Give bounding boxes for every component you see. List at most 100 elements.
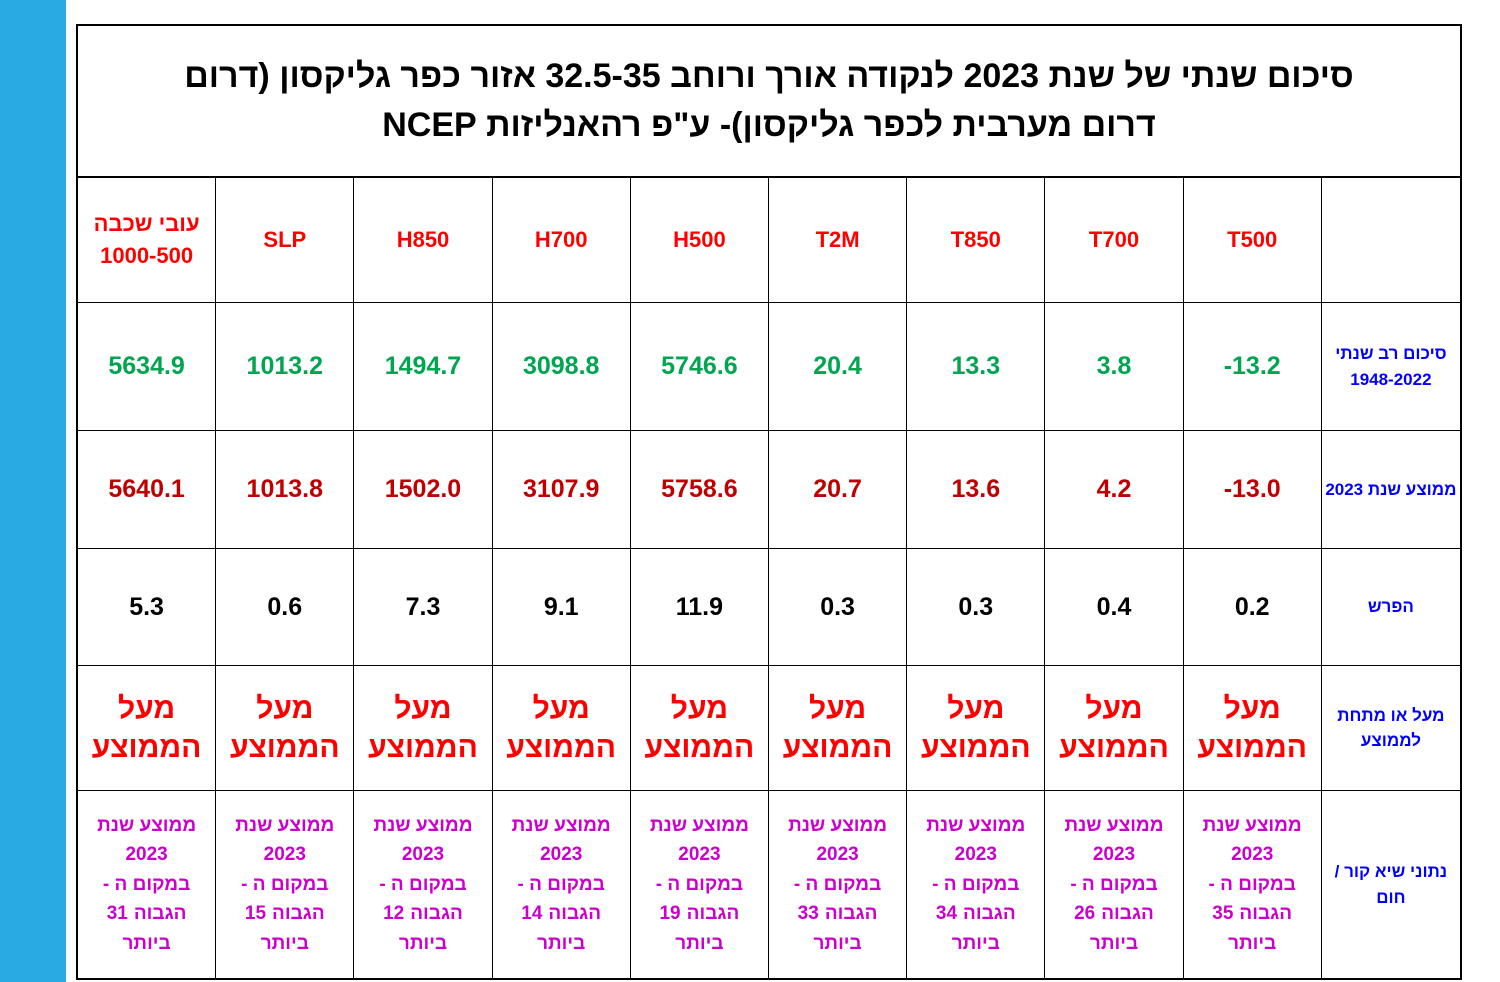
record-line3: במקום ה - <box>793 873 882 895</box>
above-average-cell: מעל הממוצע <box>492 666 631 791</box>
record-cell: ממוצע שנת 2023 במקום ה - 19 הגבוה ביותר <box>631 791 769 978</box>
record-line5: ביותר <box>1089 932 1139 954</box>
diff-cell: 9.1 <box>492 549 631 666</box>
diff-cell: 7.3 <box>354 549 493 666</box>
record-rank: 35 <box>1212 903 1234 925</box>
row-label-records: נתוני שיא קור / חום <box>1334 862 1448 907</box>
record-rank-word: הגבוה <box>686 903 740 925</box>
record-cell: ממוצע שנת 2023 במקום ה - 31 הגבוה ביותר <box>78 791 217 978</box>
column-header-slp: SLP <box>216 178 355 303</box>
multi-year-cell: 1013.2 <box>216 303 355 431</box>
record-year: 2023 <box>678 844 721 866</box>
above-average-cell: מעל הממוצע <box>354 666 493 791</box>
diff-cell: 5.3 <box>78 549 217 666</box>
column-header-t500: T500 <box>1183 178 1322 303</box>
record-line1: ממוצע שנת <box>649 814 749 836</box>
avg-2023-cell: 4.2 <box>1045 431 1184 549</box>
row-label-multi-year: סיכום רב שנתי 1948-2022 <box>1321 303 1460 431</box>
diff-cell: 0.3 <box>907 549 1046 666</box>
left-stripe <box>0 0 66 982</box>
record-line1: ממוצע שנת <box>97 814 197 836</box>
record-cell: ממוצע שנת 2023 במקום ה - 14 הגבוה ביותר <box>493 791 631 978</box>
multi-year-cell: 5634.9 <box>78 303 217 431</box>
record-rank-word: הגבוה <box>1239 903 1293 925</box>
record-line1: ממוצע שנת <box>788 814 888 836</box>
record-line1: ממוצע שנת <box>926 814 1026 836</box>
record-year: 2023 <box>540 844 583 866</box>
multi-year-cell: 5746.6 <box>630 303 769 431</box>
record-line3: במקום ה - <box>379 873 467 895</box>
record-line5: ביותר <box>537 932 586 954</box>
record-rank-word: הגבוה <box>272 903 325 925</box>
diff-cell: 0.3 <box>768 549 908 666</box>
avg-2023-cell: 13.6 <box>907 431 1046 549</box>
record-line5: ביותר <box>813 932 862 954</box>
avg-2023-cell: 20.7 <box>768 431 908 549</box>
above-average-cell: מעל הממוצע <box>78 666 217 791</box>
row-label-avg-2023: ממוצע שנת 2023 <box>1321 431 1460 549</box>
record-line1: ממוצע שנת <box>1202 814 1302 836</box>
table-grid: עובי שכבה 1000-500 SLP H850 H700 H500 T2… <box>78 178 1460 978</box>
multi-year-cell: 3098.8 <box>492 303 631 431</box>
multi-year-cell: 3.8 <box>1045 303 1184 431</box>
record-line5: ביותר <box>398 932 448 954</box>
record-rank-word: הגבוה <box>824 903 878 925</box>
record-cell: ממוצע שנת 2023 במקום ה - 35 הגבוה ביותר <box>1184 791 1322 978</box>
record-year: 2023 <box>401 844 445 866</box>
above-average-cell: מעל הממוצע <box>768 666 908 791</box>
record-cell: ממוצע שנת 2023 במקום ה - 33 הגבוה ביותר <box>769 791 908 978</box>
record-cell: ממוצע שנת 2023 במקום ה - 15 הגבוה ביותר <box>216 791 355 978</box>
record-rank: 19 <box>659 903 681 925</box>
above-average-cell: מעל הממוצע <box>1183 666 1322 791</box>
record-rank-word: הגבוה <box>1101 903 1154 925</box>
avg-2023-cell: -13.0 <box>1183 431 1322 549</box>
table-title: סיכום שנתי של שנת 2023 לנקודה אורך ורוחב… <box>78 26 1460 178</box>
record-rank: 14 <box>521 903 543 925</box>
column-header-h700: H700 <box>492 178 631 303</box>
column-header-t700: T700 <box>1045 178 1184 303</box>
record-rank-line: 35 הגבוה <box>1212 899 1292 928</box>
annual-summary-table: סיכום שנתי של שנת 2023 לנקודה אורך ורוחב… <box>76 24 1462 980</box>
avg-2023-cell: 1013.8 <box>216 431 355 549</box>
record-rank: 33 <box>797 903 819 925</box>
above-average-cell: מעל הממוצע <box>630 666 769 791</box>
record-line5: ביותר <box>675 932 724 954</box>
column-header-h500: H500 <box>630 178 769 303</box>
record-rank: 31 <box>106 903 128 925</box>
record-rank: 26 <box>1074 903 1096 925</box>
multi-year-cell: -13.2 <box>1183 303 1322 431</box>
record-year: 2023 <box>263 844 306 866</box>
diff-cell: 0.4 <box>1045 549 1184 666</box>
column-header-thickness-1000-500: עובי שכבה 1000-500 <box>78 178 217 303</box>
record-line1: ממוצע שנת <box>511 814 611 836</box>
record-year: 2023 <box>1092 844 1136 866</box>
record-rank-word: הגבוה <box>548 903 602 925</box>
record-cell: ממוצע שנת 2023 במקום ה - 12 הגבוה ביותר <box>354 791 493 978</box>
record-line5: ביותר <box>122 932 171 954</box>
record-rank: 15 <box>244 903 267 925</box>
multi-year-cell: 1494.7 <box>354 303 493 431</box>
multi-year-cell: 20.4 <box>768 303 908 431</box>
record-rank-word: הגבוה <box>133 903 187 925</box>
record-line5: ביותר <box>260 932 309 954</box>
record-line1: ממוצע שנת <box>373 814 473 836</box>
record-year: 2023 <box>816 844 859 866</box>
record-year: 2023 <box>954 844 997 866</box>
diff-cell: 0.6 <box>216 549 355 666</box>
record-rank-line: 19 הגבוה <box>659 899 739 928</box>
record-rank-word: הגבוה <box>963 903 1016 925</box>
record-rank-line: 34 הגבוה <box>936 899 1016 928</box>
record-rank-line: 15 הגבוה <box>245 899 325 928</box>
column-header-h850: H850 <box>354 178 493 303</box>
above-average-cell: מעל הממוצע <box>216 666 355 791</box>
record-rank-line: 14 הגבוה <box>521 899 601 928</box>
record-line3: במקום ה - <box>932 873 1020 895</box>
corner-cell <box>1321 178 1460 303</box>
record-line3: במקום ה - <box>1208 873 1296 895</box>
diff-cell: 0.2 <box>1183 549 1322 666</box>
record-rank-word: הגבוה <box>410 903 463 925</box>
avg-2023-cell: 1502.0 <box>354 431 493 549</box>
record-rank: 12 <box>383 903 405 925</box>
record-rank-line: 12 הגבוה <box>383 899 463 928</box>
